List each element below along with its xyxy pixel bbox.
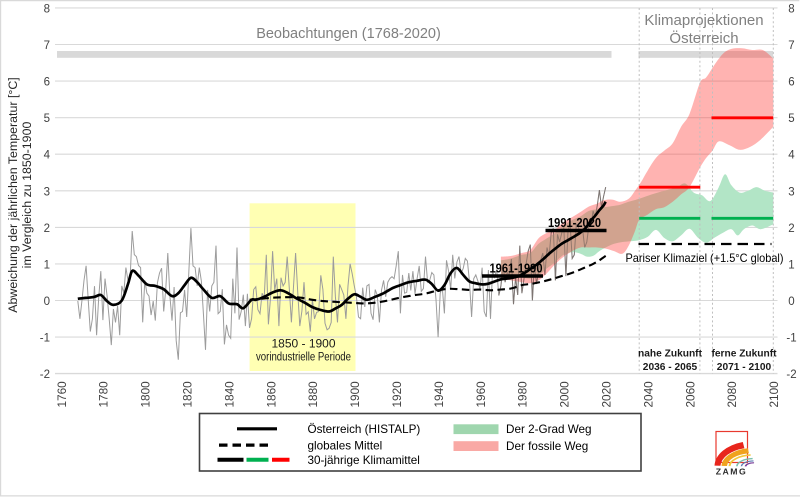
svg-text:4: 4 <box>788 150 795 162</box>
svg-text:Österreich (HISTALP): Österreich (HISTALP) <box>308 423 421 436</box>
svg-text:2040: 2040 <box>641 381 655 408</box>
svg-text:vorindustrielle Periode: vorindustrielle Periode <box>256 352 351 364</box>
svg-text:-1: -1 <box>786 333 796 345</box>
svg-text:7: 7 <box>44 40 50 52</box>
svg-text:-1: -1 <box>40 333 50 345</box>
svg-text:1860: 1860 <box>264 381 278 408</box>
svg-text:1780: 1780 <box>97 381 111 408</box>
svg-text:nahe Zukunft: nahe Zukunft <box>638 349 703 360</box>
svg-text:8: 8 <box>788 3 794 15</box>
svg-text:7: 7 <box>788 40 794 52</box>
svg-text:1840: 1840 <box>222 381 236 408</box>
svg-text:Abweichung der jährlichen Temp: Abweichung der jährlichen Temperatur [°C… <box>6 77 20 312</box>
svg-text:2100: 2100 <box>767 381 781 408</box>
svg-text:6: 6 <box>44 77 50 89</box>
svg-text:Der 2-Grad Weg: Der 2-Grad Weg <box>506 423 592 436</box>
svg-text:6: 6 <box>788 77 794 89</box>
svg-text:Der fossile Weg: Der fossile Weg <box>506 440 588 453</box>
svg-text:Klimaprojektionen: Klimaprojektionen <box>644 12 763 29</box>
svg-text:3: 3 <box>788 186 794 198</box>
svg-text:0: 0 <box>44 296 50 308</box>
svg-text:Beobachtungen (1768-2020): Beobachtungen (1768-2020) <box>256 26 441 42</box>
svg-text:-2: -2 <box>786 369 796 381</box>
svg-text:0: 0 <box>788 296 794 308</box>
svg-text:2020: 2020 <box>600 381 614 408</box>
svg-text:2071 - 2100: 2071 - 2100 <box>717 362 772 373</box>
svg-text:1940: 1940 <box>432 381 446 408</box>
svg-text:2000: 2000 <box>558 381 572 408</box>
svg-text:globales Mittel: globales Mittel <box>308 439 383 452</box>
svg-text:Österreich: Österreich <box>669 29 738 47</box>
svg-text:2036 - 2065: 2036 - 2065 <box>643 362 698 373</box>
svg-text:1850 - 1900: 1850 - 1900 <box>271 337 335 351</box>
svg-text:2060: 2060 <box>683 381 697 408</box>
svg-text:1991-2020: 1991-2020 <box>548 216 601 230</box>
svg-text:8: 8 <box>44 3 50 15</box>
svg-text:2080: 2080 <box>725 381 739 408</box>
svg-text:1980: 1980 <box>516 381 530 408</box>
svg-text:1880: 1880 <box>306 381 320 408</box>
svg-text:1: 1 <box>44 259 50 271</box>
svg-text:1760: 1760 <box>55 381 69 408</box>
svg-text:2: 2 <box>788 223 794 235</box>
svg-text:im Vergleich zu 1850-1900: im Vergleich zu 1850-1900 <box>20 122 34 269</box>
svg-text:-2: -2 <box>40 369 50 381</box>
svg-text:1: 1 <box>788 259 794 271</box>
svg-text:1820: 1820 <box>181 381 195 408</box>
svg-text:Pariser Klimaziel (+1.5°C glob: Pariser Klimaziel (+1.5°C global) <box>626 251 784 265</box>
svg-text:1961-1990: 1961-1990 <box>490 262 543 276</box>
svg-text:3: 3 <box>44 186 50 198</box>
svg-text:ZAMG: ZAMG <box>716 466 748 476</box>
svg-text:1900: 1900 <box>348 381 362 408</box>
svg-text:1920: 1920 <box>390 381 404 408</box>
svg-text:2: 2 <box>44 223 50 235</box>
svg-text:30-jährige Klimamittel: 30-jährige Klimamittel <box>308 454 420 467</box>
svg-text:5: 5 <box>44 113 50 125</box>
svg-text:1800: 1800 <box>139 381 153 408</box>
svg-text:5: 5 <box>788 113 794 125</box>
svg-text:4: 4 <box>44 150 51 162</box>
svg-text:ferne Zukunft: ferne Zukunft <box>711 349 777 360</box>
svg-text:1960: 1960 <box>474 381 488 408</box>
